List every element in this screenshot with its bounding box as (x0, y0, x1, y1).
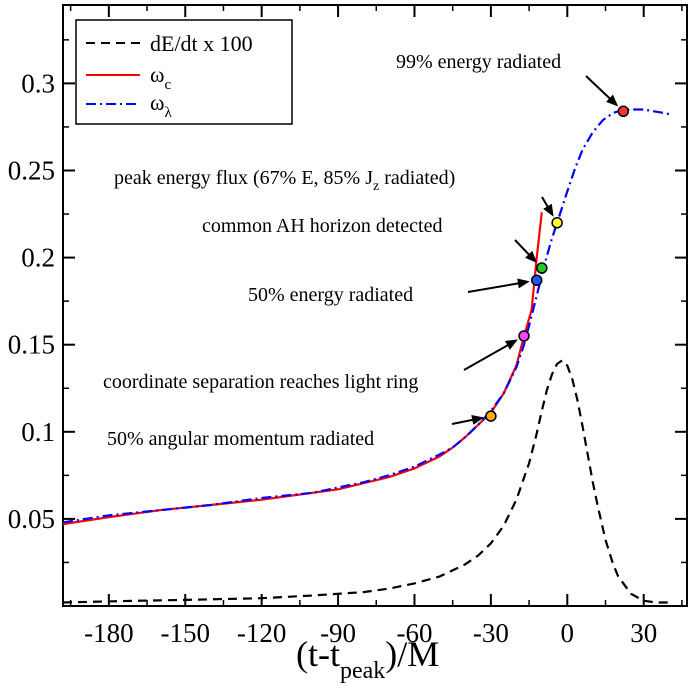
legend-label-omega-lambda-main: ω (150, 90, 164, 115)
annotation-arrow-head (517, 278, 530, 289)
annotation-label-sub: z (373, 179, 379, 194)
x-tick-label: 30 (630, 618, 657, 648)
annotation-arrow-head (471, 415, 484, 425)
y-tick-label: 0.15 (8, 330, 55, 360)
marker-point (530, 274, 543, 286)
x-axis-label-main: (t-t (296, 634, 340, 674)
x-tick-label: 0 (561, 618, 575, 648)
annotation-arrow-line (463, 342, 512, 371)
legend: dE/dt x 100 ωc ωλ (75, 19, 293, 125)
series-omega-lambda-line (62, 108, 672, 524)
annotation-arrow-line (585, 75, 614, 102)
annotation-arrow-line (451, 418, 477, 425)
annotation-arrow-line (467, 281, 523, 293)
marker-points (485, 105, 630, 422)
annotation-label: coordinate separation reaches light ring (103, 371, 418, 393)
annotation-label: common AH horizon detected (202, 215, 443, 237)
y-tick-label: 0.25 (8, 155, 55, 185)
annotation-arrow-head (543, 203, 554, 217)
x-tick-label: -150 (161, 618, 211, 648)
legend-label-omega-c-sub: c (164, 77, 171, 93)
annotation-label-main: peak energy flux (67% E, 85% J (114, 167, 373, 189)
legend-label-omega-lambda-sub: λ (164, 105, 172, 121)
annotation-label-tail: radiated) (379, 167, 455, 189)
y-tick-label: 0.1 (21, 417, 55, 447)
marker-point (551, 217, 563, 229)
annotation-arrow-head (505, 339, 518, 350)
x-axis-label-sub: peak (340, 658, 385, 684)
legend-label-omega-c-main: ω (150, 62, 164, 87)
legend-label-dE: dE/dt x 100 (150, 31, 253, 56)
x-tick-label: -90 (320, 618, 356, 648)
x-tick-label: -120 (237, 618, 287, 648)
x-axis-label: (t-tpeak)/M (296, 634, 439, 684)
marker-point (536, 262, 548, 274)
x-tick-label: -30 (473, 618, 509, 648)
y-tick-label: 0.05 (8, 504, 55, 534)
annotation-label: 50% energy radiated (248, 284, 413, 306)
marker-point (518, 330, 530, 342)
series-dE-dt-line (62, 359, 670, 604)
annotation-arrow-head (525, 250, 537, 263)
legend-box (75, 19, 293, 125)
annotations: 99% energy radiated peak energy flux (67… (103, 51, 561, 450)
x-tick-label: -180 (84, 618, 134, 648)
annotation-label: 50% angular momentum radiated (107, 428, 374, 450)
marker-point (617, 105, 630, 118)
legend-label-omega-c: ωc (150, 62, 171, 93)
annotation-label: peak energy flux (67% E, 85% Jz radiated… (114, 167, 455, 194)
series-layer (62, 108, 672, 604)
legend-label-omega-lambda: ωλ (150, 90, 172, 121)
annotation-arrows (451, 75, 619, 425)
x-tick-label: -60 (396, 618, 432, 648)
x-axis-label-tail: )/M (385, 634, 439, 674)
axis-ticks: -180 -150 -120 -90 -60 -30 0 30 0.05 0.1 0.15 0.2 0.… (8, 5, 687, 648)
annotation-arrow-head (606, 94, 619, 107)
y-tick-label: 0.3 (21, 68, 55, 98)
marker-point (485, 410, 497, 422)
y-tick-label: 0.2 (21, 243, 55, 273)
annotation-label: 99% energy radiated (396, 51, 561, 73)
